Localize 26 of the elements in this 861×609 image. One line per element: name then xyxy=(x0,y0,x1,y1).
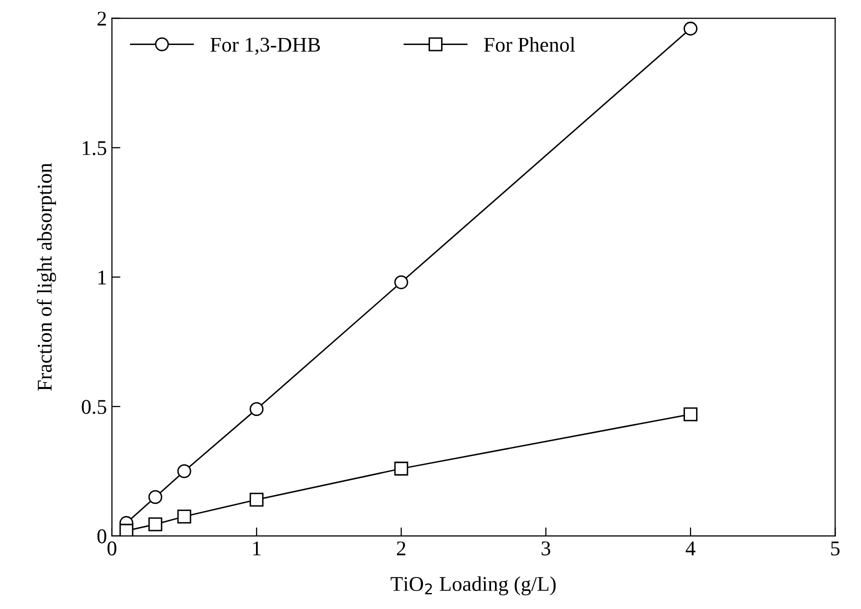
y-tick-label: 0.5 xyxy=(82,400,106,414)
point xyxy=(148,490,162,504)
point xyxy=(394,462,408,476)
y-tick-label: 2 xyxy=(98,12,106,26)
x-tick-label: 2 xyxy=(396,541,406,556)
x-tick-label: 1 xyxy=(253,541,261,556)
point xyxy=(394,275,408,290)
y-tick-label: 1 xyxy=(98,270,106,284)
x-axis-title: TiO$_{2}$ Loading (g/L) xyxy=(390,576,556,596)
legend-label: For Phenol xyxy=(484,37,576,52)
point xyxy=(177,464,192,478)
point xyxy=(684,407,698,422)
y-tick-label: 1.5 xyxy=(82,141,106,156)
point xyxy=(684,22,698,36)
point xyxy=(250,492,264,507)
point xyxy=(250,402,264,416)
point xyxy=(119,524,134,536)
legend-label: For 1,3-DHB xyxy=(210,38,320,55)
point xyxy=(148,517,162,532)
x-tick-label: 5 xyxy=(831,542,840,556)
x-tick-label: 3 xyxy=(542,541,550,556)
point xyxy=(177,510,192,524)
y-tick-label: 0 xyxy=(97,529,106,544)
y-axis-title: Fraction of light absorption xyxy=(36,163,56,391)
x-tick-label: 0 xyxy=(108,541,116,556)
x-tick-label: 4 xyxy=(686,542,696,556)
